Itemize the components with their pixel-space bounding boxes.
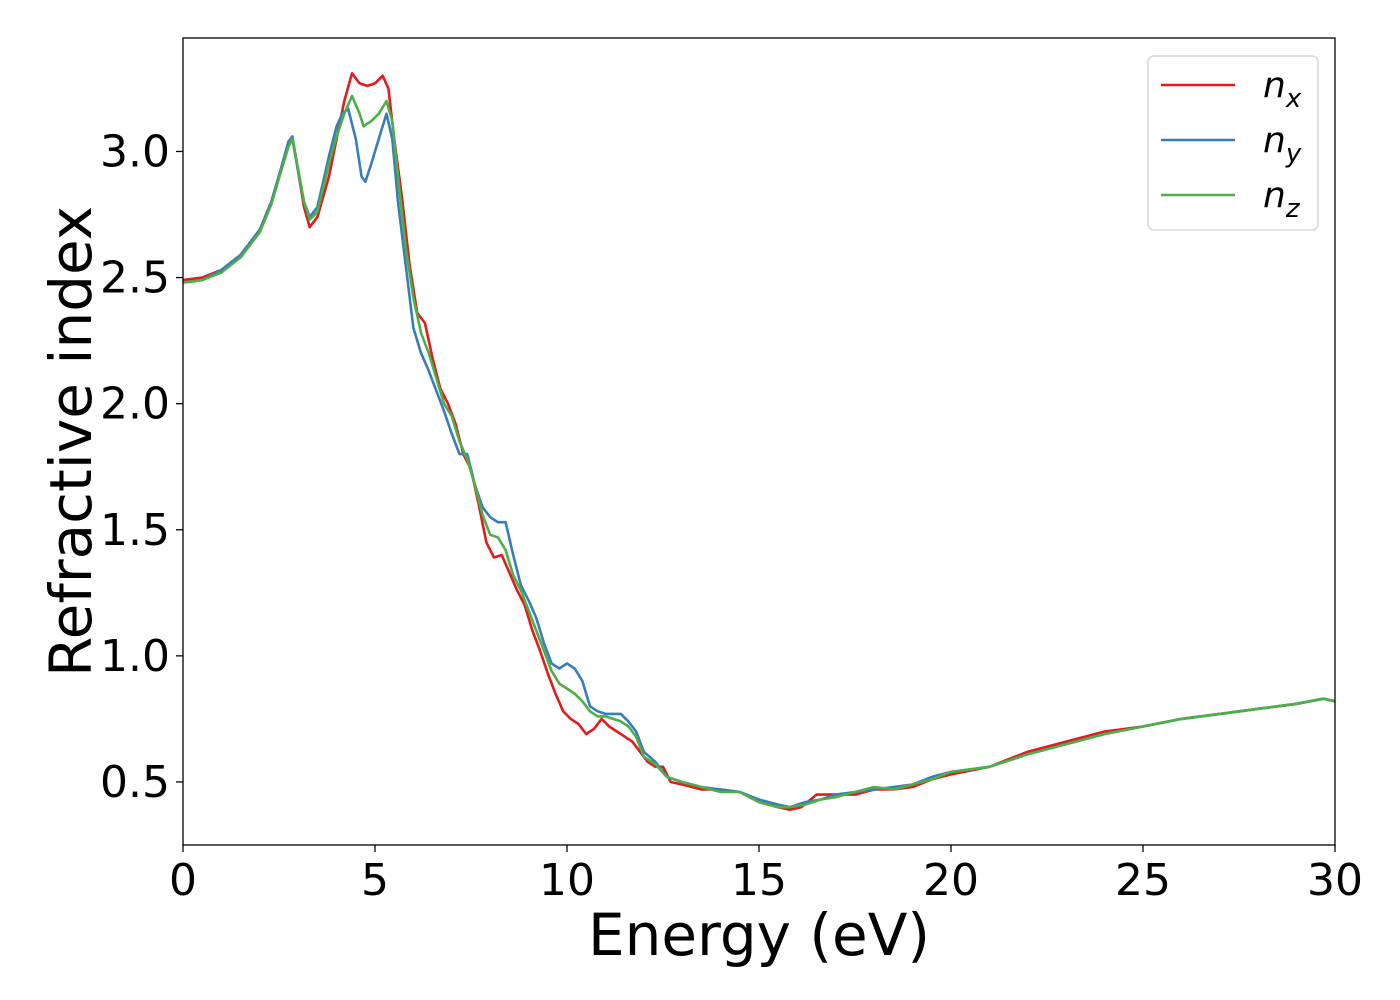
y-tick-label: 2.5 (100, 253, 170, 304)
x-tick-label: 0 (169, 855, 197, 906)
series-line-ny (182, 107, 1336, 809)
x-axis-title: Energy (eV) (588, 901, 930, 969)
x-tick-label: 20 (923, 855, 979, 906)
x-tick-label: 15 (731, 855, 787, 906)
y-tick-label: 1.0 (100, 631, 170, 682)
x-axis-ticks: 0 5 10 15 20 25 30 (169, 845, 1363, 906)
y-tick-label: 3.0 (100, 126, 170, 177)
legend-box (1147, 55, 1319, 231)
y-tick-label: 1.5 (100, 505, 170, 556)
y-axis-title: Refractive index (37, 206, 105, 677)
y-tick-label: 2.0 (100, 379, 170, 430)
y-tick-label: 0.5 (100, 757, 170, 808)
x-tick-label: 30 (1307, 855, 1363, 906)
plot-lines (182, 72, 1336, 811)
x-tick-label: 25 (1115, 855, 1171, 906)
y-axis-ticks: 0.5 1.0 1.5 2.0 2.5 3.0 (100, 126, 183, 808)
x-tick-label: 10 (539, 855, 595, 906)
x-tick-label: 5 (361, 855, 389, 906)
series-line-nz (182, 94, 1336, 809)
